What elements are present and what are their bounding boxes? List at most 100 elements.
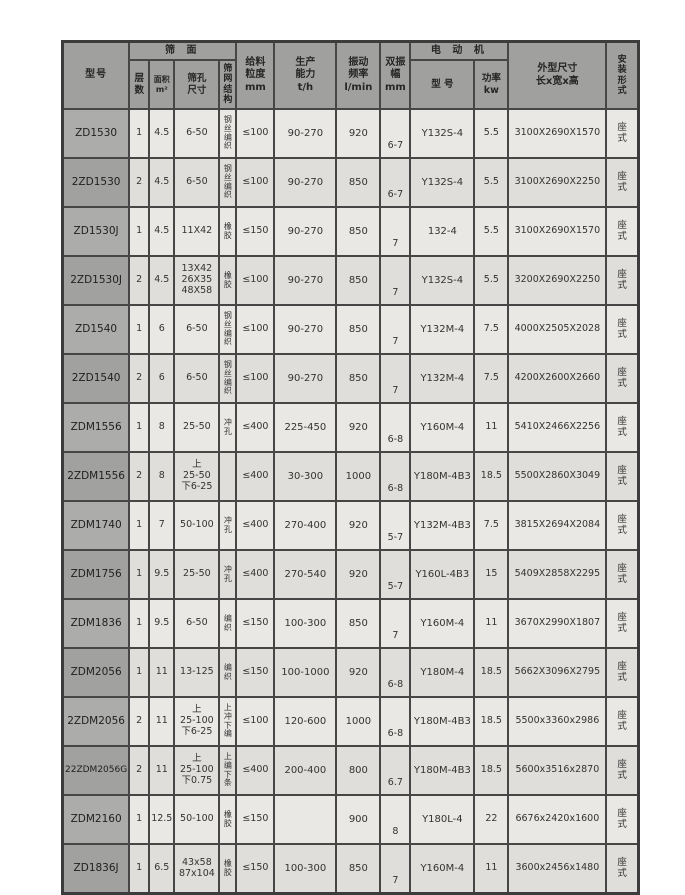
cell-frequency: 850	[335, 353, 382, 404]
cell-mesh-structure: 橡胶	[218, 255, 238, 306]
cell-capacity: 120-600	[273, 696, 338, 747]
cell-power: 18.5	[473, 745, 510, 796]
cell-amplitude: 6-8	[379, 647, 412, 698]
cell-area: 8	[148, 451, 176, 502]
cell-layers: 2	[128, 696, 151, 747]
cell-area: 4.5	[148, 108, 176, 159]
cell-area: 7	[148, 500, 176, 551]
table-row: 2ZD1530 2 4.5 6-50 钢丝编织 ≤100 90-270 850 6-7 Y132S…	[61, 157, 640, 208]
cell-feed-size: ≤400	[235, 500, 276, 551]
cell-installation: 座式	[605, 843, 640, 895]
header-amplitude: 双振 幅 mm	[379, 40, 412, 110]
cell-amplitude: 6-8	[379, 402, 412, 453]
cell-area: 11	[148, 647, 176, 698]
cell-model: ZD1530J	[61, 206, 131, 257]
cell-amplitude: 7	[379, 304, 412, 355]
cell-mesh-structure: 橡胶	[218, 794, 238, 845]
cell-installation: 座式	[605, 451, 640, 502]
cell-motor-model: Y180M-4B3	[409, 696, 476, 747]
cell-power: 15	[473, 549, 510, 600]
cell-amplitude: 6-7	[379, 157, 412, 208]
cell-motor-model: Y132M-4	[409, 304, 476, 355]
cell-dimensions: 5410X2466X2256	[507, 402, 608, 453]
cell-motor-model: Y160M-4	[409, 402, 476, 453]
cell-capacity: 100-300	[273, 843, 338, 895]
cell-layers: 2	[128, 353, 151, 404]
cell-installation: 座式	[605, 402, 640, 453]
cell-mesh-structure: 钢丝编织	[218, 304, 238, 355]
cell-power: 7.5	[473, 304, 510, 355]
cell-power: 5.5	[473, 108, 510, 159]
cell-layers: 1	[128, 794, 151, 845]
cell-area: 4.5	[148, 157, 176, 208]
header-frequency: 振动 频率 l/min	[335, 40, 382, 110]
table-row: ZD1836J 1 6.5 43x58 87x104 橡胶 ≤150 100-300 850 7…	[61, 843, 640, 895]
cell-frequency: 1000	[335, 696, 382, 747]
table-row: ZDM2056 1 11 13-125 编织 ≤150 100-1000 920 6-8 Y180…	[61, 647, 640, 698]
cell-power: 18.5	[473, 647, 510, 698]
header-screen-group: 筛 面	[128, 40, 238, 61]
header-area: 面积 m²	[148, 59, 176, 110]
cell-layers: 1	[128, 108, 151, 159]
cell-layers: 1	[128, 500, 151, 551]
cell-power: 5.5	[473, 206, 510, 257]
cell-installation: 座式	[605, 353, 640, 404]
cell-mesh-size: 6-50	[173, 304, 221, 355]
cell-feed-size: ≤100	[235, 255, 276, 306]
cell-layers: 1	[128, 549, 151, 600]
cell-area: 6.5	[148, 843, 176, 895]
cell-frequency: 1000	[335, 451, 382, 502]
cell-dimensions: 4000X2505X2028	[507, 304, 608, 355]
cell-layers: 2	[128, 451, 151, 502]
cell-frequency: 850	[335, 843, 382, 895]
cell-dimensions: 4200X2600X2660	[507, 353, 608, 404]
cell-power: 18.5	[473, 451, 510, 502]
cell-mesh-structure: 橡胶	[218, 206, 238, 257]
cell-layers: 2	[128, 157, 151, 208]
cell-motor-model: Y180M-4B3	[409, 451, 476, 502]
cell-amplitude: 6-8	[379, 451, 412, 502]
header-mesh-structure: 筛网结构	[218, 59, 238, 110]
cell-installation: 座式	[605, 549, 640, 600]
cell-mesh-size: 11X42	[173, 206, 221, 257]
cell-capacity: 200-400	[273, 745, 338, 796]
header-model: 型号	[61, 40, 131, 110]
table-row: ZD1530J 1 4.5 11X42 橡胶 ≤150 90-270 850 7 132-4 5.5…	[61, 206, 640, 257]
cell-feed-size: ≤150	[235, 843, 276, 895]
cell-model: ZDM1756	[61, 549, 131, 600]
cell-capacity: 90-270	[273, 353, 338, 404]
spec-table: 型号 筛 面 给料 粒度 mm 生产 能力 t/h 振动 频率 l/min 双振…	[61, 40, 640, 895]
table-row: 22ZDM2056G 2 11 上 25-100 下0.75 上编下条 ≤400 200-4…	[61, 745, 640, 796]
cell-mesh-structure: 冲孔	[218, 500, 238, 551]
cell-area: 11	[148, 745, 176, 796]
cell-layers: 1	[128, 647, 151, 698]
cell-capacity: 90-270	[273, 157, 338, 208]
cell-capacity: 90-270	[273, 206, 338, 257]
cell-model: ZDM2056	[61, 647, 131, 698]
cell-layers: 1	[128, 402, 151, 453]
cell-mesh-size: 25-50	[173, 549, 221, 600]
cell-dimensions: 3200X2690X2250	[507, 255, 608, 306]
cell-motor-model: Y160M-4	[409, 598, 476, 649]
cell-capacity: 90-270	[273, 255, 338, 306]
cell-dimensions: 3815X2694X2084	[507, 500, 608, 551]
cell-frequency: 920	[335, 549, 382, 600]
cell-installation: 座式	[605, 108, 640, 159]
cell-motor-model: Y132S-4	[409, 157, 476, 208]
cell-mesh-size: 6-50	[173, 598, 221, 649]
cell-area: 11	[148, 696, 176, 747]
table-row: 2ZDM1556 2 8 上 25-50 下6-25 ≤400 30-300 1000 6-8…	[61, 451, 640, 502]
cell-mesh-structure: 钢丝编织	[218, 353, 238, 404]
table-row: 2ZDM2056 2 11 上 25-100 下6-25 上冲下编 ≤100 120-600…	[61, 696, 640, 747]
cell-installation: 座式	[605, 157, 640, 208]
cell-installation: 座式	[605, 304, 640, 355]
cell-amplitude: 7	[379, 353, 412, 404]
cell-capacity: 90-270	[273, 304, 338, 355]
cell-frequency: 850	[335, 304, 382, 355]
cell-frequency: 920	[335, 647, 382, 698]
cell-dimensions: 3670X2990X1807	[507, 598, 608, 649]
cell-feed-size: ≤100	[235, 353, 276, 404]
cell-model: 2ZD1530J	[61, 255, 131, 306]
cell-frequency: 850	[335, 157, 382, 208]
cell-model: ZDM1556	[61, 402, 131, 453]
